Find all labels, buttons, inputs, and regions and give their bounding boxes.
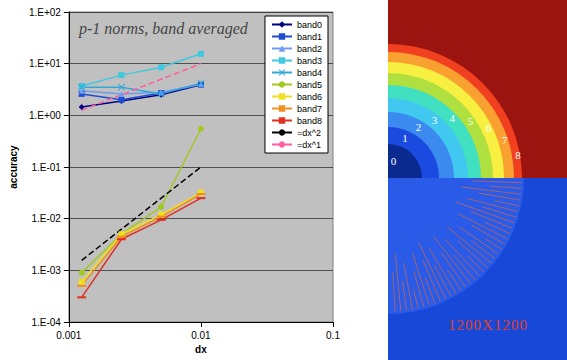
svg-text:1.E-03: 1.E-03 (31, 265, 61, 276)
svg-text:2: 2 (416, 121, 422, 133)
svg-text:1.E-01: 1.E-01 (31, 162, 61, 173)
svg-text:band8: band8 (297, 116, 322, 126)
svg-text:dx: dx (195, 344, 207, 355)
svg-text:6: 6 (486, 122, 492, 134)
svg-text:3: 3 (432, 114, 438, 126)
svg-text:band6: band6 (297, 92, 322, 102)
svg-text:1.E+00: 1.E+00 (29, 110, 61, 121)
svg-text:1200X1200: 1200X1200 (448, 317, 528, 333)
svg-text:band5: band5 (297, 80, 322, 90)
svg-text:band7: band7 (297, 104, 322, 114)
svg-text:4: 4 (449, 112, 455, 124)
svg-text:p-1 norms, band averaged: p-1 norms, band averaged (78, 20, 249, 38)
svg-text:0: 0 (391, 155, 397, 167)
svg-text:1.E+02: 1.E+02 (29, 7, 61, 18)
svg-text:=dx^2: =dx^2 (297, 128, 321, 138)
svg-text:=dx^1: =dx^1 (297, 140, 321, 150)
svg-text:1.E-04: 1.E-04 (31, 317, 61, 328)
svg-text:band3: band3 (297, 56, 322, 66)
svg-text:band4: band4 (297, 68, 322, 78)
svg-text:5: 5 (468, 115, 474, 127)
svg-text:1.E+01: 1.E+01 (29, 58, 61, 69)
svg-text:accuracy: accuracy (8, 145, 19, 189)
svg-text:band1: band1 (297, 32, 322, 42)
svg-text:1: 1 (402, 132, 408, 144)
svg-text:0.001: 0.001 (56, 330, 81, 341)
svg-text:8: 8 (515, 149, 521, 161)
svg-text:1.E-02: 1.E-02 (31, 213, 61, 224)
svg-text:band0: band0 (297, 20, 322, 30)
svg-text:7: 7 (502, 134, 508, 146)
svg-text:band2: band2 (297, 44, 322, 54)
svg-text:0.01: 0.01 (191, 330, 211, 341)
svg-text:0.1: 0.1 (326, 330, 340, 341)
